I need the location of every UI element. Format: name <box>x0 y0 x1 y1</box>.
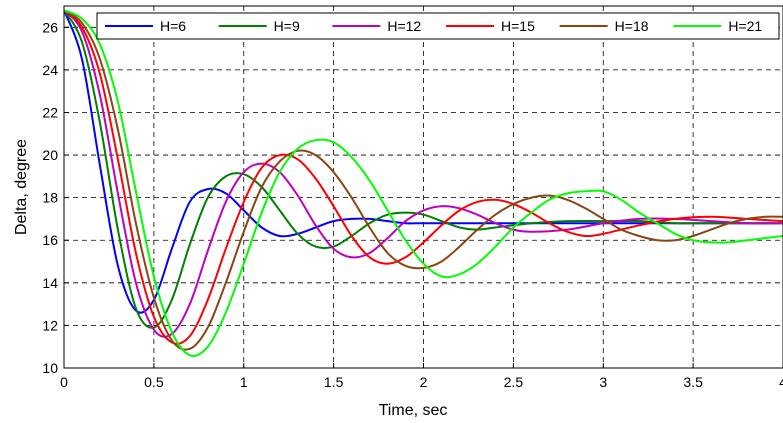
series-line-H=21 <box>64 9 783 357</box>
grid <box>64 6 783 368</box>
series-line-H=15 <box>64 9 783 345</box>
x-tick-label: 2.5 <box>504 374 524 390</box>
y-tick-label: 26 <box>42 19 58 35</box>
series-lines <box>64 9 783 357</box>
legend-label: H=9 <box>274 18 300 34</box>
y-tick-label: 16 <box>42 232 58 248</box>
y-tick-label: 24 <box>42 62 58 78</box>
legend-label: H=18 <box>615 18 649 34</box>
x-tick-label: 0.5 <box>144 374 164 390</box>
legend-label: H=15 <box>501 18 535 34</box>
x-tick-label: 0 <box>60 374 68 390</box>
legend-label: H=6 <box>160 18 186 34</box>
y-axis-label: Delta, degree <box>13 139 30 235</box>
y-tick-label: 12 <box>42 317 58 333</box>
ticks: 0 0.5 1 1.5 2 2.5 3 3.5 4 10 12 14 16 18 20 22 24 26 <box>42 19 783 390</box>
x-tick-label: 3 <box>599 374 607 390</box>
series-line-H=6 <box>64 9 783 314</box>
legend: H=6 H=9 H=12 H=15 H=18 H=21 <box>96 12 780 40</box>
x-tick-label: 1.5 <box>324 374 344 390</box>
x-axis-label: Time, sec <box>379 402 448 419</box>
legend-label: H=21 <box>728 18 762 34</box>
x-tick-label: 3.5 <box>683 374 703 390</box>
y-tick-label: 22 <box>42 104 58 120</box>
y-tick-label: 18 <box>42 190 58 206</box>
y-tick-label: 10 <box>42 360 58 376</box>
legend-label: H=12 <box>387 18 421 34</box>
series-line-H=9 <box>64 9 783 329</box>
y-tick-label: 20 <box>42 147 58 163</box>
x-tick-label: 4 <box>779 374 783 390</box>
x-tick-label: 1 <box>240 374 248 390</box>
series-line-H=12 <box>64 9 783 338</box>
x-tick-label: 2 <box>420 374 428 390</box>
y-tick-label: 14 <box>42 275 58 291</box>
series-line-H=18 <box>64 9 783 351</box>
legend-box <box>96 12 780 40</box>
